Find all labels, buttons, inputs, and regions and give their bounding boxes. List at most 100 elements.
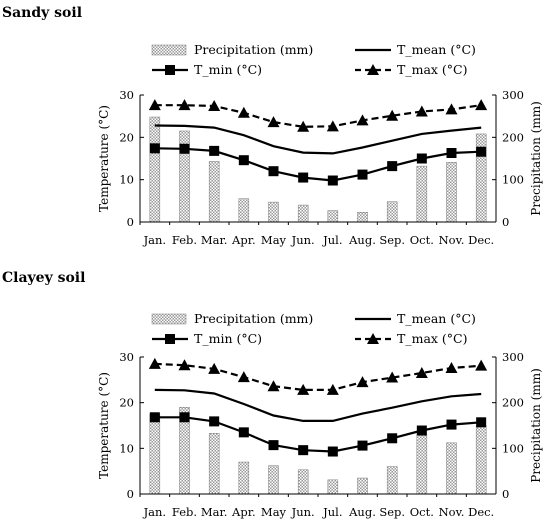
x-tick-label: May — [261, 233, 287, 247]
left-axis-title: Temperature (°C) — [97, 372, 111, 479]
x-tick-label: Apr. — [231, 233, 256, 247]
legend-label-t-min-c: T_min (°C) — [194, 62, 262, 77]
t-min-c-point — [387, 433, 398, 444]
t-max-c-point — [297, 383, 310, 395]
left-tick-label: 0 — [127, 215, 134, 229]
t-max-c-point — [208, 362, 221, 374]
legend-marker-t-max-c — [367, 333, 379, 344]
right-tick-label: 200 — [502, 396, 524, 410]
t-min-c-point — [476, 146, 487, 157]
x-tick-label: Jan. — [143, 233, 167, 247]
right-tick-label: 0 — [502, 215, 509, 229]
t-min-c-point — [179, 143, 190, 154]
t-max-c-point — [475, 359, 488, 371]
legend-marker-t-min-c — [165, 65, 175, 75]
precipitation-bar — [149, 116, 161, 223]
x-tick-label: May — [261, 505, 287, 519]
t-mean-c-line — [154, 388, 482, 422]
t-min-c-point — [238, 427, 249, 438]
t-max-c-point — [148, 99, 161, 111]
chart-title: Sandy soil — [2, 5, 82, 21]
legend-label-t-min-c: T_min (°C) — [194, 331, 262, 346]
t-max-c-point — [445, 103, 458, 115]
right-tick-label: 100 — [502, 173, 524, 187]
t-min-c-point — [416, 153, 427, 164]
legend-label-t-mean-c: T_mean (°C) — [397, 42, 476, 57]
precipitation-bar — [327, 479, 339, 495]
t-max-c-point — [326, 383, 339, 395]
chart-title: Clayey soil — [2, 270, 85, 286]
x-tick-label: Feb. — [172, 233, 197, 247]
precipitation-bar — [297, 469, 309, 495]
t-min-c-point — [327, 175, 338, 186]
precipitation-bar — [386, 201, 398, 223]
legend-label-t-max-c: T_max (°C) — [397, 331, 467, 346]
x-tick-label: Sep. — [379, 233, 405, 247]
left-tick-label: 20 — [119, 396, 134, 410]
precipitation-bar — [416, 434, 428, 495]
right-tick-label: 100 — [502, 441, 524, 455]
t-max-c-point — [267, 116, 280, 128]
t-min-c-point — [298, 172, 309, 183]
x-tick-label: Jul. — [322, 505, 342, 519]
t-min-c-point — [238, 155, 249, 166]
legend-marker-t-max-c — [367, 64, 379, 75]
t-max-c-point — [415, 366, 428, 378]
legend-marker-t-min-c — [165, 334, 175, 344]
right-tick-label: 300 — [502, 350, 524, 364]
t-max-c-line — [154, 104, 482, 128]
t-min-c-point — [476, 417, 487, 428]
precipitation-bar — [268, 201, 279, 223]
x-tick-label: Aug. — [348, 233, 376, 247]
precipitation-bar — [357, 212, 368, 223]
t-max-c-point — [267, 380, 280, 392]
left-tick-label: 10 — [119, 441, 134, 455]
t-max-c-point — [178, 359, 191, 371]
x-tick-label: Dec. — [468, 233, 494, 247]
precipitation-bar — [149, 413, 161, 495]
precipitation-bar — [386, 466, 398, 495]
t-mean-c-line — [154, 124, 482, 155]
t-max-c-point — [178, 99, 191, 111]
right-tick-label: 200 — [502, 130, 524, 144]
precipitation-bar — [327, 210, 339, 223]
right-axis-title: Precipitation (mm) — [529, 368, 543, 483]
legend-label-precipitation-mm: Precipitation (mm) — [194, 42, 313, 57]
left-tick-label: 30 — [119, 88, 134, 102]
t-max-c-point — [356, 114, 369, 126]
precipitation-bar — [446, 162, 457, 223]
right-tick-label: 0 — [502, 487, 509, 501]
t-min-c-point — [268, 440, 279, 451]
left-tick-label: 10 — [119, 173, 134, 187]
t-min-c-point — [416, 425, 427, 436]
left-tick-label: 30 — [119, 350, 134, 364]
precipitation-bar — [238, 461, 250, 495]
x-tick-label: Jun. — [291, 233, 315, 247]
x-tick-label: Nov. — [439, 233, 465, 247]
t-max-c-point — [386, 371, 399, 383]
x-tick-label: Jul. — [322, 233, 342, 247]
t-min-c-point — [387, 161, 398, 172]
precipitation-bar — [268, 465, 279, 495]
t-max-c-point — [356, 376, 369, 388]
t-min-c-point — [149, 412, 160, 423]
t-min-c-point — [357, 440, 368, 451]
t-max-c-point — [148, 357, 161, 369]
legend: Precipitation (mm) T_mean (°C) T_min (°C) T… — [151, 311, 476, 346]
t-min-c-point — [357, 169, 368, 180]
x-tick-label: Jun. — [291, 505, 315, 519]
precipitation-bar — [238, 198, 250, 223]
x-tick-label: Sep. — [379, 505, 405, 519]
x-tick-label: Nov. — [439, 505, 465, 519]
t-max-c-point — [297, 120, 310, 132]
legend: Precipitation (mm) T_mean (°C) T_min (°C) T… — [151, 42, 476, 77]
t-min-c-point — [149, 143, 160, 154]
x-tick-label: Oct. — [410, 505, 434, 519]
x-tick-label: Apr. — [231, 505, 256, 519]
legend-label-t-mean-c: T_mean (°C) — [397, 311, 476, 326]
left-axis-title: Temperature (°C) — [97, 105, 111, 212]
left-tick-label: 0 — [127, 487, 134, 501]
t-max-c-point — [415, 105, 428, 117]
